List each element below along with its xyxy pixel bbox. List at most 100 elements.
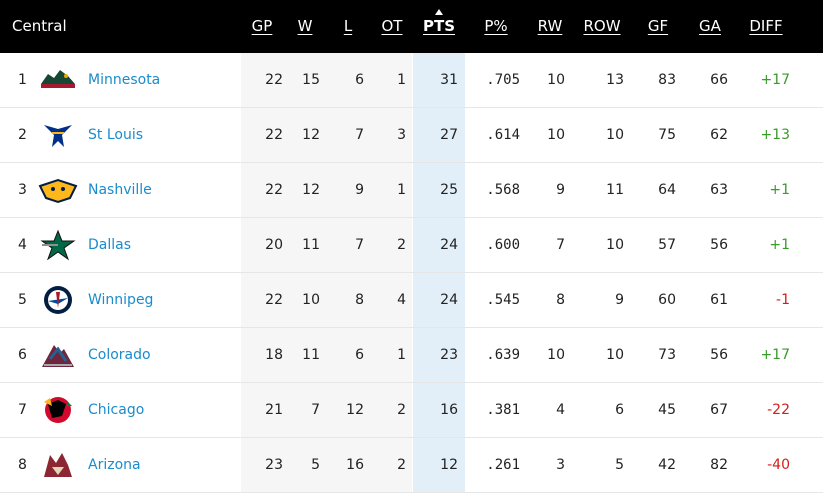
cell-w: 10: [302, 292, 320, 308]
avalanche-logo: [38, 339, 78, 371]
cell-ot: 2: [397, 237, 406, 253]
cell-gf: 60: [658, 292, 676, 308]
column-header-ot[interactable]: OT: [381, 17, 403, 35]
cell-l: 7: [355, 127, 364, 143]
cell-gp: 21: [265, 402, 283, 418]
cell-ot: 1: [397, 72, 406, 88]
team-link[interactable]: Minnesota: [88, 72, 161, 88]
cell-pct: .614: [486, 127, 520, 143]
column-header-pct[interactable]: P%: [484, 17, 508, 35]
column-header-diff[interactable]: DIFF: [749, 17, 783, 35]
cell-pct: .545: [486, 292, 520, 308]
cell-ot: 1: [397, 182, 406, 198]
cell-l: 8: [355, 292, 364, 308]
cell-pct: .705: [486, 72, 520, 88]
cell-rw: 10: [547, 347, 565, 363]
column-header-w[interactable]: W: [297, 17, 313, 35]
cell-w: 11: [302, 347, 320, 363]
column-header-pts[interactable]: PTS: [422, 17, 456, 35]
cell-w: 12: [302, 182, 320, 198]
team-link[interactable]: Nashville: [88, 182, 152, 198]
wild-logo: [38, 64, 78, 96]
cell-pct: .568: [486, 182, 520, 198]
blues-logo: [38, 119, 78, 151]
cell-diff: -1: [776, 292, 790, 308]
cell-ga: 56: [710, 347, 728, 363]
team-link[interactable]: Dallas: [88, 237, 132, 253]
rank: 6: [18, 347, 27, 363]
cell-l: 6: [355, 347, 364, 363]
cell-rw: 10: [547, 72, 565, 88]
cell-rw: 8: [556, 292, 565, 308]
column-header-ga[interactable]: GA: [699, 17, 721, 35]
cell-ga: 62: [710, 127, 728, 143]
table-row: 7 Chicago 21 7 12 2 16 .381 4 6 45 67 -22: [0, 383, 823, 438]
team-link[interactable]: Arizona: [88, 457, 141, 473]
cell-row: 13: [606, 72, 624, 88]
table-row: 1 Minnesota 22 15 6 1 31 .705 10 13 83 66 +17: [0, 53, 823, 108]
coyotes-logo: [38, 449, 78, 481]
column-header-gf[interactable]: GF: [647, 17, 669, 35]
cell-pct: .639: [486, 347, 520, 363]
cell-gf: 45: [658, 402, 676, 418]
cell-ga: 61: [710, 292, 728, 308]
cell-gp: 22: [265, 72, 283, 88]
sort-ascending-icon: [435, 9, 443, 15]
cell-rw: 4: [556, 402, 565, 418]
cell-gp: 22: [265, 182, 283, 198]
cell-rw: 9: [556, 182, 565, 198]
cell-gp: 22: [265, 292, 283, 308]
team-link[interactable]: St Louis: [88, 127, 144, 143]
cell-w: 7: [311, 402, 320, 418]
cell-pct: .381: [486, 402, 520, 418]
team-link[interactable]: Chicago: [88, 402, 145, 418]
cell-diff: +1: [769, 237, 790, 253]
cell-l: 9: [355, 182, 364, 198]
cell-l: 12: [346, 402, 364, 418]
cell-pts: 27: [440, 127, 458, 143]
cell-diff: +17: [760, 347, 790, 363]
table-row: 2 St Louis 22 12 7 3 27 .614 10 10 75 62 +13: [0, 108, 823, 163]
cell-rw: 3: [556, 457, 565, 473]
cell-pts: 16: [440, 402, 458, 418]
team-link[interactable]: Winnipeg: [88, 292, 154, 308]
cell-pts: 24: [440, 237, 458, 253]
cell-rw: 10: [547, 127, 565, 143]
rank: 1: [18, 72, 27, 88]
cell-gf: 57: [658, 237, 676, 253]
cell-w: 12: [302, 127, 320, 143]
column-header-l[interactable]: L: [343, 17, 353, 35]
cell-gf: 75: [658, 127, 676, 143]
table-row: 6 Colorado 18 11 6 1 23 .639 10 10 73 56 +17: [0, 328, 823, 383]
cell-diff: +13: [760, 127, 790, 143]
column-header-gp[interactable]: GP: [251, 17, 273, 35]
rank: 7: [18, 402, 27, 418]
cell-gp: 23: [265, 457, 283, 473]
table-row: 3 Nashville 22 12 9 1 25 .568 9 11 64 63 +1: [0, 163, 823, 218]
table-row: 8 Arizona 23 5 16 2 12 .261 3 5 42 82 -40: [0, 438, 823, 493]
cell-gf: 73: [658, 347, 676, 363]
column-header-row[interactable]: ROW: [583, 17, 621, 35]
division-title: Central: [12, 17, 67, 35]
column-header-rw[interactable]: RW: [537, 17, 563, 35]
cell-ot: 3: [397, 127, 406, 143]
team-link[interactable]: Colorado: [88, 347, 151, 363]
cell-row: 10: [606, 127, 624, 143]
cell-row: 10: [606, 347, 624, 363]
cell-pct: .261: [486, 457, 520, 473]
cell-gp: 22: [265, 127, 283, 143]
cell-ot: 4: [397, 292, 406, 308]
cell-gp: 20: [265, 237, 283, 253]
cell-w: 11: [302, 237, 320, 253]
cell-row: 10: [606, 237, 624, 253]
rank: 4: [18, 237, 27, 253]
cell-ga: 66: [710, 72, 728, 88]
stars-logo: [38, 229, 78, 261]
cell-pts: 23: [440, 347, 458, 363]
cell-w: 5: [311, 457, 320, 473]
rank: 3: [18, 182, 27, 198]
rank: 8: [18, 457, 27, 473]
stats-column-band: [241, 53, 412, 493]
cell-ga: 67: [710, 402, 728, 418]
